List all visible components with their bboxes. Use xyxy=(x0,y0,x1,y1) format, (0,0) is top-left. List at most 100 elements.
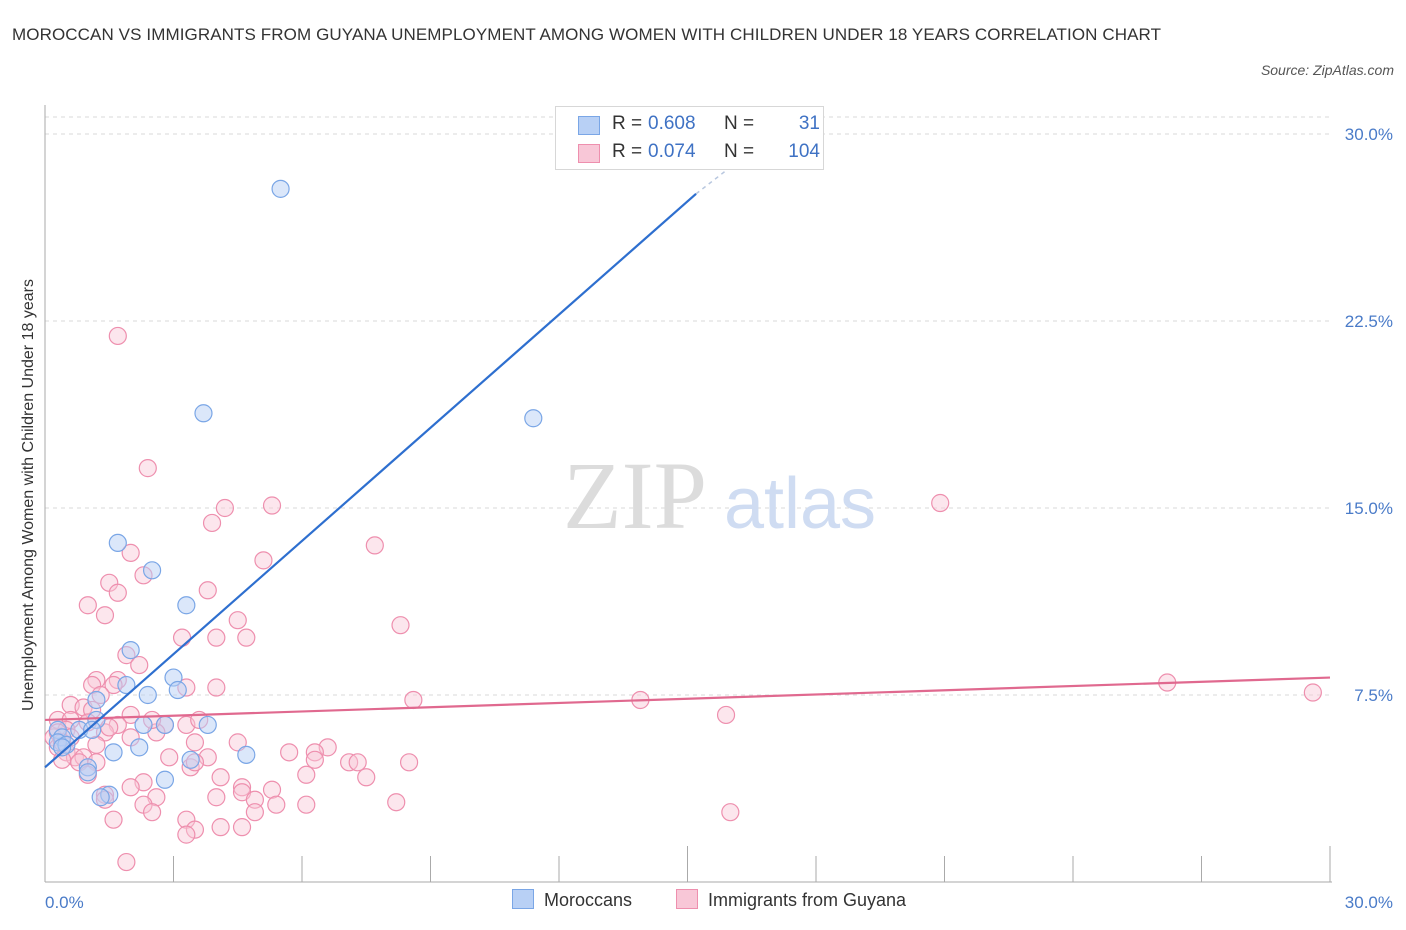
legend-n-label: N = xyxy=(724,141,755,162)
data-point-moroccan xyxy=(155,770,175,789)
data-point-guyana xyxy=(177,825,196,844)
source-label: Source: ZipAtlas.com xyxy=(1260,62,1394,78)
data-point-guyana xyxy=(138,459,157,478)
data-point-guyana xyxy=(267,795,286,814)
data-point-guyana xyxy=(232,778,252,797)
data-point-guyana xyxy=(237,628,256,647)
legend-n-value: 104 xyxy=(788,141,820,162)
data-point-moroccan xyxy=(87,690,106,710)
data-point-guyana xyxy=(185,820,205,839)
data-point-guyana xyxy=(185,733,205,752)
data-point-guyana xyxy=(1303,683,1322,702)
data-point-moroccan xyxy=(134,715,153,735)
data-point-guyana xyxy=(721,803,740,822)
data-point-guyana xyxy=(365,536,384,555)
data-point-moroccan xyxy=(104,743,123,762)
data-point-moroccan xyxy=(53,738,72,757)
trend-line-moroccans xyxy=(44,193,697,769)
legend-n-value: 31 xyxy=(798,113,820,134)
data-point-guyana xyxy=(404,690,423,710)
legend-swatch-blue xyxy=(578,116,600,135)
data-point-moroccan xyxy=(121,641,140,660)
data-point-moroccan xyxy=(138,685,157,705)
data-point-moroccan xyxy=(237,745,256,764)
data-point-moroccan xyxy=(108,533,127,553)
y-tick-label: 15.0% xyxy=(1345,499,1393,518)
moroccan-points xyxy=(48,179,543,807)
data-point-guyana xyxy=(228,733,247,752)
data-point-guyana xyxy=(207,628,226,647)
data-point-guyana xyxy=(207,788,226,807)
watermark-atlas: atlas xyxy=(724,464,876,544)
data-point-guyana xyxy=(387,793,406,812)
data-point-guyana xyxy=(121,543,140,562)
legend-label-moroccans: Moroccans xyxy=(544,890,633,910)
data-point-guyana xyxy=(108,583,127,602)
y-tick-label: 30.0% xyxy=(1345,125,1393,144)
legend-label-guyana: Immigrants from Guyana xyxy=(708,890,907,910)
data-point-moroccan xyxy=(117,675,136,695)
data-point-moroccan xyxy=(524,409,543,428)
data-point-guyana xyxy=(130,655,149,675)
data-point-guyana xyxy=(280,743,299,762)
data-point-guyana xyxy=(305,750,324,769)
correlation-legend: R = 0.608 N = 31 R = 0.074 N = 104 xyxy=(555,106,824,170)
data-point-guyana xyxy=(297,795,316,814)
data-point-guyana xyxy=(357,768,376,787)
data-point-guyana xyxy=(198,581,217,600)
data-point-guyana xyxy=(228,611,247,630)
legend-swatch-pink xyxy=(676,889,698,909)
data-point-guyana xyxy=(172,628,192,647)
data-point-moroccan xyxy=(142,561,162,580)
data-point-guyana xyxy=(232,818,252,837)
legend-r-value: 0.608 xyxy=(648,113,696,134)
data-point-guyana xyxy=(305,743,324,762)
trend-line-guyana xyxy=(44,676,1331,722)
data-point-guyana xyxy=(297,765,316,784)
data-point-guyana xyxy=(245,803,264,822)
legend-n-label: N = xyxy=(724,113,755,134)
data-point-moroccan xyxy=(168,680,187,700)
data-point-guyana xyxy=(78,596,97,615)
data-point-guyana xyxy=(160,748,179,767)
data-point-moroccan xyxy=(91,788,110,807)
data-point-guyana xyxy=(117,852,136,872)
data-point-guyana xyxy=(245,790,264,809)
data-point-guyana xyxy=(931,493,950,513)
tick-labels: 7.5% 15.0% 22.5% 30.0% 0.0% 30.0% xyxy=(45,125,1393,912)
legend-swatch-blue xyxy=(512,889,534,909)
data-point-guyana xyxy=(121,705,140,725)
data-point-guyana xyxy=(348,753,367,772)
data-point-guyana xyxy=(87,735,106,754)
data-point-guyana xyxy=(215,498,234,518)
data-point-guyana xyxy=(262,496,282,515)
data-point-guyana xyxy=(108,326,127,346)
x-tick-label: 30.0% xyxy=(1345,893,1393,912)
legend-r-label: R = xyxy=(612,141,643,162)
data-point-guyana xyxy=(207,678,226,697)
data-point-moroccan xyxy=(181,750,200,769)
watermark-zip: ZIP xyxy=(563,442,707,549)
legend-swatch-pink xyxy=(578,144,600,163)
data-point-moroccan xyxy=(83,720,102,740)
data-point-guyana xyxy=(399,753,419,772)
data-point-guyana xyxy=(121,778,140,797)
data-point-moroccan xyxy=(78,763,97,782)
data-point-guyana xyxy=(95,606,115,625)
data-point-guyana xyxy=(211,768,230,787)
data-point-guyana xyxy=(716,705,736,725)
data-point-guyana xyxy=(202,513,222,533)
data-point-moroccan xyxy=(155,715,175,735)
data-point-guyana xyxy=(391,616,410,635)
legend-item-guyana[interactable]: Immigrants from Guyana xyxy=(676,889,906,911)
data-point-guyana xyxy=(211,818,230,837)
legend-r-label: R = xyxy=(612,113,643,134)
axes xyxy=(44,105,1332,883)
y-tick-label: 22.5% xyxy=(1345,312,1393,331)
data-point-moroccan xyxy=(130,738,149,757)
y-tick-label: 7.5% xyxy=(1354,686,1393,705)
legend-r-value: 0.074 xyxy=(648,141,696,162)
data-point-moroccan xyxy=(194,404,213,423)
legend-item-moroccans[interactable]: Moroccans xyxy=(512,889,632,911)
